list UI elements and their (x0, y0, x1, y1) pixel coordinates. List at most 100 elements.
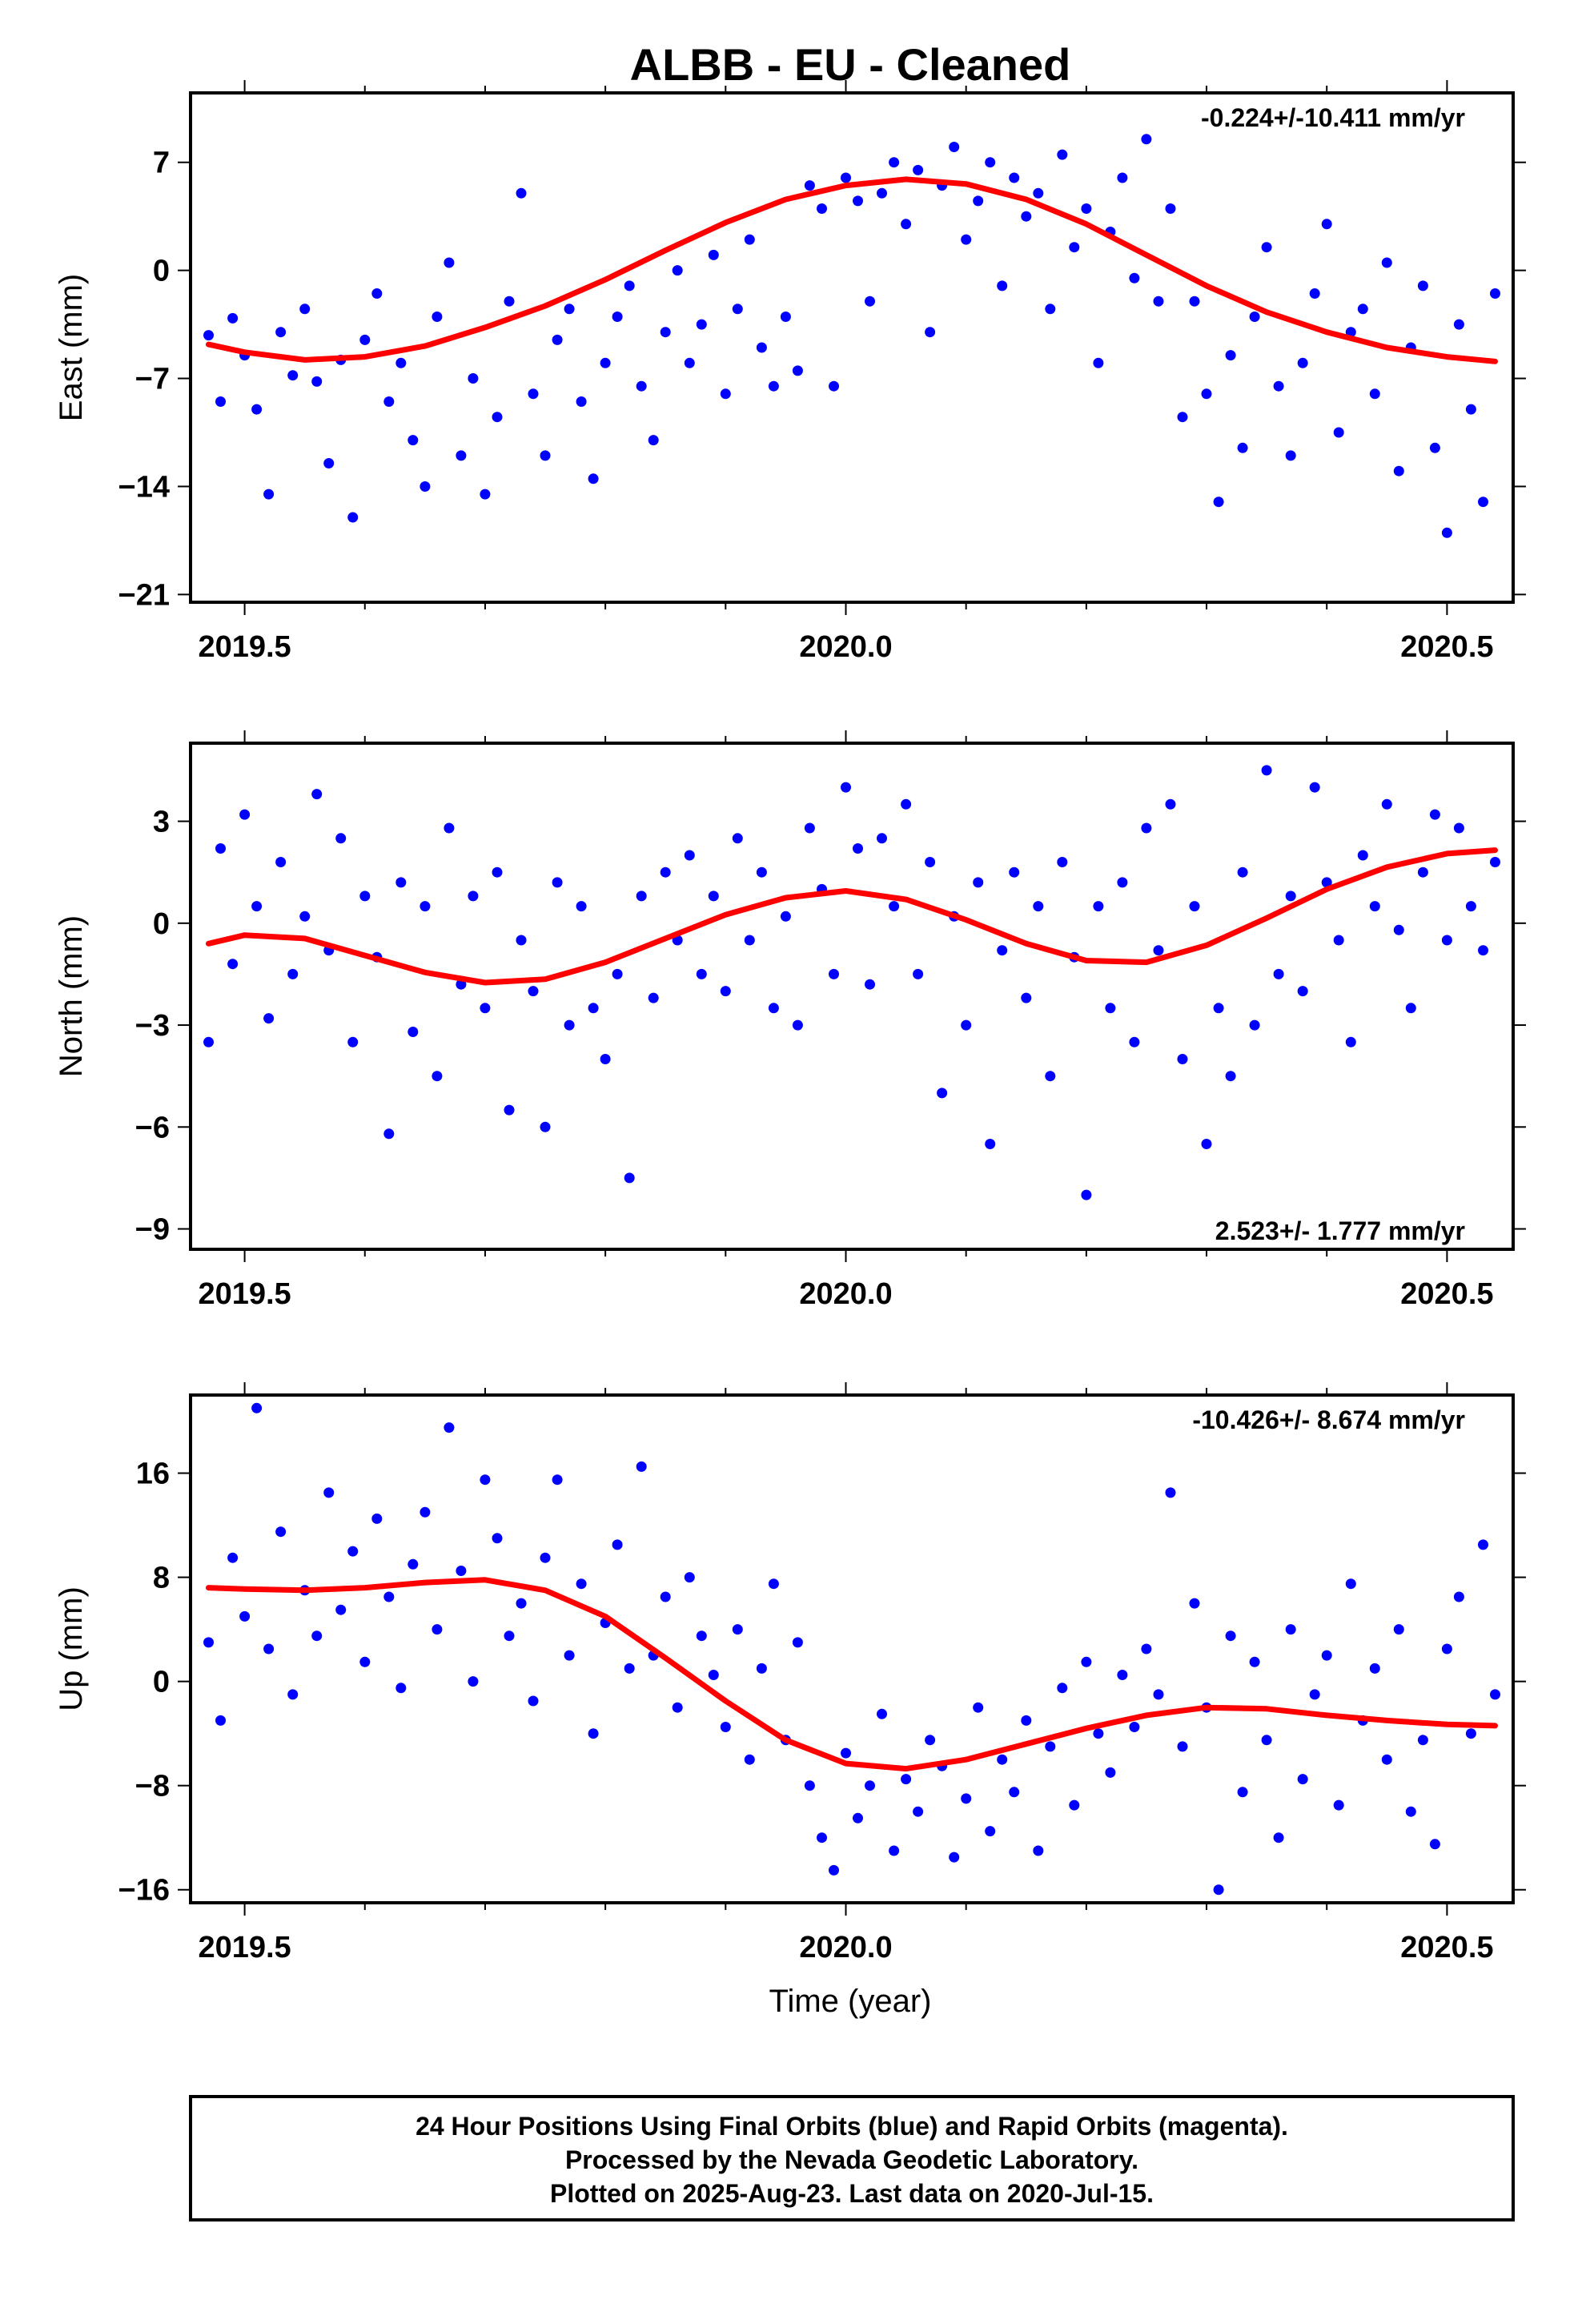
up-panel: 2019.5 2020.0 2020.5 16 8 0 −8 −16 Up (mm) -10.42… (54, 1382, 1526, 1964)
data-point (696, 319, 707, 330)
data-point (1033, 1845, 1044, 1856)
data-point (1273, 1832, 1284, 1844)
data-point (1381, 1754, 1392, 1765)
data-point (925, 327, 936, 338)
data-point (1309, 1689, 1320, 1700)
data-point (744, 935, 755, 946)
data-point (1357, 304, 1368, 315)
data-point (1441, 935, 1452, 946)
fit-curve (206, 176, 1498, 364)
data-point (612, 1539, 623, 1550)
data-point (1261, 242, 1272, 253)
data-point (660, 1591, 671, 1602)
data-point (1213, 1884, 1224, 1896)
y-tick-label: −3 (135, 1009, 170, 1043)
data-point (371, 1513, 383, 1524)
data-point (1009, 866, 1020, 878)
data-point (1285, 1624, 1296, 1635)
rate-label: -0.224+/-10.411 mm/yr (1201, 103, 1465, 132)
data-point (552, 1474, 563, 1486)
data-point (744, 234, 755, 245)
data-point (1021, 1715, 1032, 1726)
data-point (408, 1558, 419, 1570)
data-point (420, 1506, 431, 1518)
data-point (829, 380, 839, 392)
data-point (1225, 350, 1236, 361)
data-point (1465, 404, 1476, 415)
data-point (1129, 272, 1140, 283)
data-point (780, 911, 791, 922)
data-point (275, 1526, 287, 1538)
data-point (1345, 327, 1356, 338)
data-point (660, 866, 671, 878)
data-point (1177, 1054, 1188, 1064)
data-point (311, 376, 323, 387)
data-point (612, 968, 623, 979)
data-point (480, 1474, 491, 1486)
data-point (708, 249, 719, 260)
data-point (612, 312, 623, 322)
data-point (1249, 1656, 1260, 1667)
data-point (215, 396, 226, 407)
data-point (1357, 850, 1368, 861)
data-point (1478, 945, 1488, 956)
data-point (1045, 304, 1056, 315)
data-point (1225, 1071, 1236, 1082)
y-tick-label: 0 (153, 255, 170, 288)
data-point (624, 1663, 635, 1674)
data-point (684, 850, 695, 861)
data-point (540, 1121, 551, 1132)
data-point (456, 1566, 467, 1576)
y-tick-label: 0 (153, 1666, 170, 1699)
data-point (1093, 357, 1104, 368)
data-point (973, 877, 984, 888)
data-point (708, 891, 719, 902)
data-point (432, 1071, 443, 1082)
data-point (1009, 172, 1020, 183)
data-point (275, 857, 287, 867)
north-panel: 2019.5 2020.0 2020.5 3 0 −3 −6 −9 North (mm) 2.52… (54, 730, 1526, 1311)
data-point (1249, 1019, 1260, 1031)
x-tick-label: 2019.5 (198, 1931, 291, 1964)
data-point (1417, 866, 1428, 878)
data-point (251, 1402, 263, 1413)
data-point (684, 357, 695, 368)
data-point (1285, 891, 1296, 902)
data-point (949, 142, 960, 152)
data-point (420, 901, 431, 912)
data-point (841, 172, 851, 183)
data-point (1177, 412, 1188, 423)
data-point (913, 1806, 924, 1817)
data-point (1177, 1741, 1188, 1752)
x-tick-label: 2020.0 (799, 630, 892, 664)
data-point (347, 1546, 359, 1557)
data-point (432, 1624, 443, 1635)
data-point (1249, 312, 1260, 322)
data-point (251, 404, 263, 415)
x-tick-label: 2019.5 (198, 1277, 291, 1311)
data-point (973, 195, 984, 207)
data-point (889, 1845, 900, 1856)
data-point (708, 1670, 719, 1680)
x-tick-label: 2020.0 (799, 1931, 892, 1964)
plot-frame (189, 91, 1515, 604)
data-point (323, 1487, 335, 1498)
data-point (624, 1172, 635, 1184)
data-point (720, 986, 731, 997)
data-point (275, 327, 287, 338)
data-point (1417, 1735, 1428, 1746)
data-point (564, 1019, 575, 1031)
data-point (1345, 1578, 1356, 1590)
data-point (576, 901, 587, 912)
data-point (997, 1754, 1008, 1765)
data-point (817, 203, 827, 214)
data-point (588, 473, 599, 485)
data-point (1237, 866, 1248, 878)
y-tick-label: −7 (135, 363, 170, 396)
data-point (913, 164, 924, 175)
data-point (865, 979, 875, 990)
data-point (756, 1663, 767, 1674)
data-point (540, 1552, 551, 1563)
data-point (780, 312, 791, 322)
data-point (456, 450, 467, 461)
